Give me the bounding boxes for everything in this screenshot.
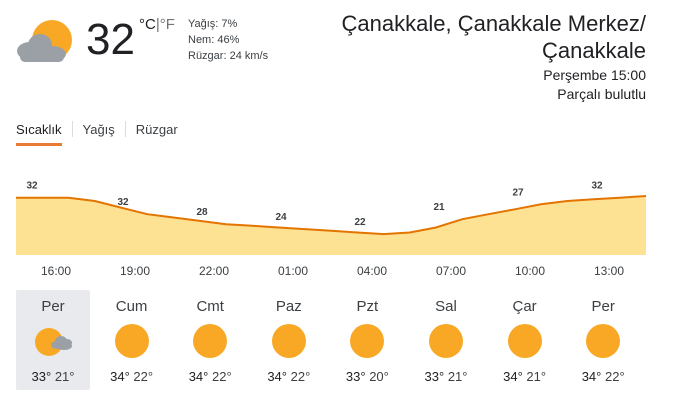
day-name: Per (41, 298, 65, 315)
location-title: Çanakkale, Çanakkale Merkez/ Çanakkale (326, 10, 646, 64)
temperature-label: 24 (275, 212, 287, 223)
day-max-temp: 33° (31, 369, 52, 384)
time-label: 13:00 (593, 264, 625, 278)
tab-divider (124, 121, 126, 137)
temperature-label: 32 (117, 197, 129, 208)
day-max-temp: 34° (267, 369, 287, 384)
temperature-label: 32 (591, 181, 603, 192)
day-forecast[interactable]: Cmt 34° 22° (173, 290, 247, 390)
day-temperatures: 34° 21° (488, 369, 562, 384)
wind-detail: Rüzgar: 24 km/s (188, 50, 269, 62)
time-label: 16:00 (40, 264, 72, 278)
day-max-temp: 34° (188, 369, 209, 384)
sunny-icon (114, 324, 149, 358)
datetime-block: Perşembe 15:00 Parçalı bulutlu (543, 66, 646, 104)
weather-details: Yağış: 7% Nem: 46% Rüzgar: 24 km/s (188, 16, 268, 64)
day-max-temp: 34° (581, 369, 602, 384)
current-condition: Parçalı bulutlu (557, 86, 646, 102)
day-max-temp: 33° (345, 369, 366, 384)
location-line-1: Çanakkale, Çanakkale Merkez/ (341, 11, 646, 36)
current-temperature: 32 (86, 15, 135, 64)
day-min-temp: 20° (369, 369, 389, 384)
temperature-area (16, 196, 646, 255)
day-name: Pzt (356, 298, 379, 315)
day-name: Çar (512, 298, 537, 315)
temperature-chart: 32 32 28 24 22 21 27 32 (16, 181, 646, 255)
day-temperatures: 34° 22° (566, 369, 640, 384)
time-label: 07:00 (435, 264, 467, 278)
temperature-line (16, 195, 646, 236)
temperature-label: 21 (433, 202, 445, 213)
sunny-icon (193, 324, 228, 358)
day-forecast[interactable]: Per 33° 21° (16, 290, 90, 390)
partly-cloudy-icon (35, 328, 72, 356)
unit-separator: | (155, 16, 160, 33)
tab-temperature[interactable]: Sıcaklık (16, 120, 62, 146)
time-label: 19:00 (119, 264, 151, 278)
day-max-temp: 34° (503, 369, 523, 384)
time-label: 04:00 (356, 264, 388, 278)
precipitation-detail: Yağış: 7% (188, 18, 238, 30)
day-max-temp: 33° (424, 369, 445, 384)
day-name: Cmt (196, 298, 224, 315)
day-min-temp: 21° (447, 369, 468, 384)
day-min-temp: 22° (290, 369, 311, 384)
current-datetime: Perşembe 15:00 (543, 67, 646, 83)
day-forecast[interactable]: Pzt 33° 20° (330, 290, 404, 390)
time-axis: 16:00 19:00 22:00 01:00 04:00 07:00 10:00 13:00 (16, 264, 646, 280)
sunny-icon (271, 324, 306, 358)
temperature-label: 27 (512, 187, 524, 198)
unit-switcher: °C|°F (139, 16, 175, 33)
location-line-2: Çanakkale (542, 38, 646, 63)
chart-tabs: Sıcaklık Yağış Rüzgar (16, 120, 178, 146)
day-min-temp: 21° (54, 369, 75, 384)
day-temperatures: 34° 22° (95, 369, 169, 384)
time-label: 10:00 (514, 264, 546, 278)
time-label: 22:00 (198, 264, 230, 278)
sunny-icon (429, 324, 463, 358)
day-forecast[interactable]: Çar 34° 21° (488, 290, 562, 390)
day-min-temp: 22° (605, 369, 625, 384)
time-label: 01:00 (277, 264, 309, 278)
day-temperatures: 33° 21° (409, 369, 483, 384)
day-name: Sal (435, 298, 457, 315)
day-temperatures: 33° 21° (16, 369, 90, 384)
tab-wind[interactable]: Rüzgar (135, 122, 178, 137)
temperature-label: 28 (196, 207, 208, 218)
day-min-temp: 22° (133, 369, 154, 384)
day-temperatures: 34° 22° (173, 369, 247, 384)
day-name: Cum (115, 298, 148, 315)
temperature-label: 22 (354, 217, 366, 228)
humidity-detail: Nem: 46% (188, 34, 240, 46)
temperature-labels: 32 32 28 24 22 21 27 32 (26, 181, 603, 228)
unit-celsius[interactable]: °C (139, 16, 156, 33)
tab-divider (71, 121, 73, 137)
day-forecast[interactable]: Paz 34° 22° (252, 290, 326, 390)
temperature-label: 32 (26, 181, 38, 192)
day-max-temp: 34° (110, 369, 130, 384)
day-name: Paz (275, 298, 302, 315)
day-name: Per (591, 298, 615, 315)
day-min-temp: 21° (526, 369, 547, 384)
sunny-icon (350, 324, 385, 358)
day-forecast[interactable]: Per 34° 22° (566, 290, 640, 390)
sunny-icon (586, 324, 621, 358)
partly-cloudy-icon (17, 20, 72, 62)
day-temperatures: 34° 22° (252, 369, 326, 384)
day-temperatures: 33° 20° (330, 369, 404, 384)
day-forecast[interactable]: Cum 34° 22° (95, 290, 169, 390)
sunny-icon (507, 324, 542, 358)
day-forecast[interactable]: Sal 33° 21° (409, 290, 483, 390)
day-min-temp: 22° (212, 369, 232, 384)
unit-fahrenheit[interactable]: °F (159, 16, 175, 33)
tab-precipitation[interactable]: Yağış (82, 122, 115, 137)
